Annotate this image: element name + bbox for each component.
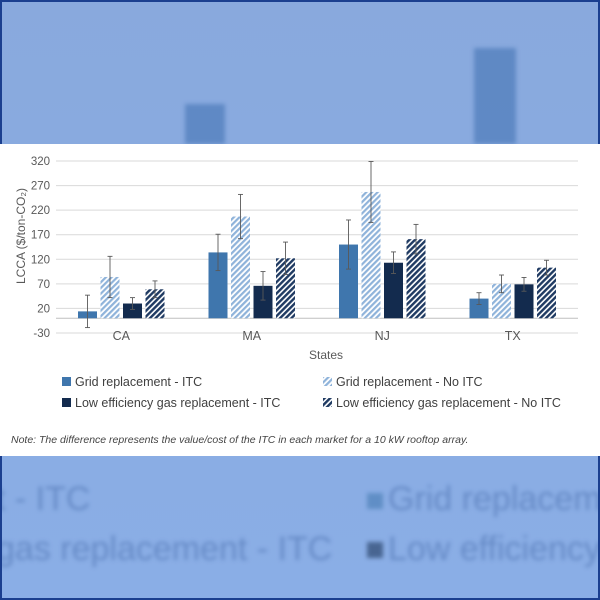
y-tick-label: 220	[31, 205, 50, 217]
x-tick-label: TX	[505, 329, 522, 343]
x-tick-label: CA	[113, 329, 131, 343]
legend-swatch-4	[323, 398, 332, 407]
blurred-legend-text-1: t - ITC	[0, 480, 91, 518]
chart-note: Note: The difference represents the valu…	[11, 434, 469, 446]
bar-ma-series-1	[208, 252, 228, 319]
legend-label-2: Grid replacement - No ITC	[336, 375, 483, 389]
blurred-legend-text-3: Grid replaceme	[388, 480, 600, 518]
legend-label-3: Low efficiency gas replacement - ITC	[75, 396, 280, 410]
bar-nj-series-4	[406, 239, 426, 319]
bars-group	[78, 161, 556, 329]
legend-swatch-3	[62, 398, 71, 407]
blurred-legend-text-4: Low efficiency	[388, 530, 600, 568]
legend-label-1: Grid replacement - ITC	[75, 375, 202, 389]
y-tick-label: 120	[31, 254, 50, 266]
x-tick-label: NJ	[375, 329, 390, 343]
x-axis-ticks: CA MA NJ TX	[113, 329, 522, 343]
bar-ma-series-4	[276, 258, 295, 319]
bar-tx-series-4	[537, 267, 556, 319]
bar-tx-series-1	[469, 298, 489, 319]
legend-swatch-1	[62, 377, 71, 386]
bar-tx-series-3	[514, 284, 534, 319]
bar-ca-series-3	[123, 303, 142, 319]
y-tick-label: 270	[31, 181, 50, 193]
blurred-legend-swatch-2	[367, 542, 383, 558]
x-axis-label: States	[309, 348, 343, 362]
x-tick-label: MA	[242, 329, 261, 343]
y-tick-label: 70	[37, 279, 50, 291]
y-tick-label: 320	[31, 156, 50, 168]
legend-label-4: Low efficiency gas replacement - No ITC	[336, 396, 561, 410]
blurred-bar-1	[185, 104, 225, 144]
y-tick-label: 20	[37, 303, 50, 315]
bar-tx-series-2	[492, 283, 511, 319]
bar-ma-series-3	[253, 285, 273, 319]
blurred-bar-2	[474, 48, 516, 144]
blurred-legend-text-2: gas replacement - ITC	[0, 530, 333, 568]
y-axis-label: LCCA ($/ton-CO₂)	[14, 188, 28, 284]
chart-card: -30 20 70 120 170 220 270 320 CA MA NJ TX LCCA ($/…	[0, 144, 600, 456]
bar-ma-series-2	[231, 216, 250, 319]
bar-nj-series-2	[361, 191, 381, 319]
blurred-legend-swatch-1	[367, 493, 383, 509]
legend: Grid replacement - ITC Grid replacement -…	[62, 375, 561, 410]
legend-swatch-2	[323, 377, 332, 386]
bar-ca-series-4	[145, 289, 165, 319]
gridlines	[56, 160, 578, 334]
bar-nj-series-3	[384, 262, 403, 319]
y-tick-label: -30	[33, 328, 50, 340]
y-axis-ticks: -30 20 70 120 170 220 270 320	[31, 156, 50, 340]
bar-nj-series-1	[339, 244, 358, 319]
y-tick-label: 170	[31, 230, 50, 242]
bar-chart: -30 20 70 120 170 220 270 320 CA MA NJ TX LCCA ($/…	[14, 156, 578, 410]
